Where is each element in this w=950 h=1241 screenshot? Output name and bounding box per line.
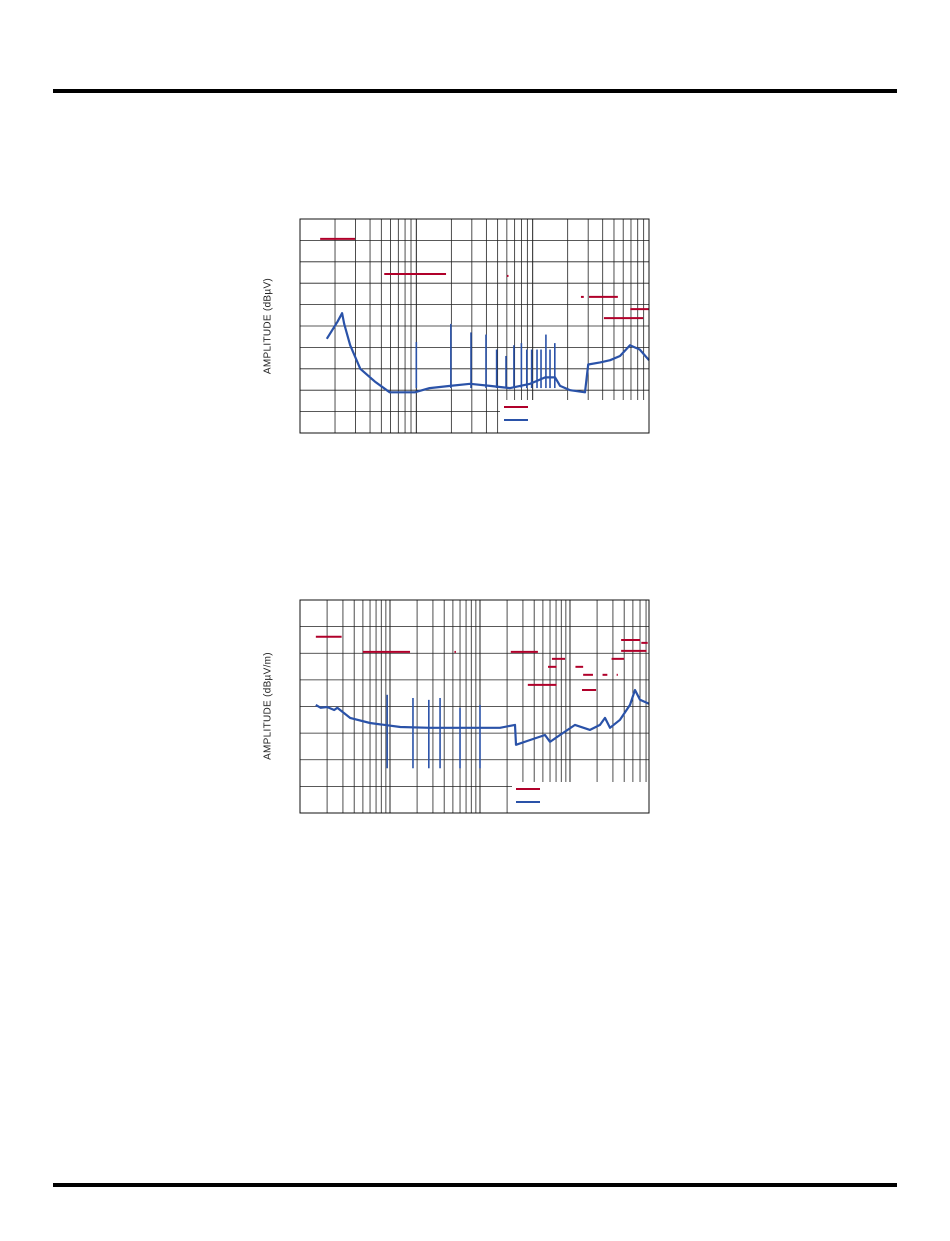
measured-trace (325, 312, 650, 394)
chart2-y-axis-label: AMPLITUDE (dBµV/m) (262, 652, 274, 760)
bottom-rule (53, 1183, 897, 1187)
plot-frame (299, 599, 650, 814)
measured-trace (315, 688, 650, 746)
chart2-emission-plot (299, 599, 650, 814)
legend-box (500, 400, 649, 433)
top-rule (53, 89, 897, 93)
legend-box (512, 782, 649, 813)
chart1-emission-plot (299, 218, 650, 434)
chart1-y-axis-label: AMPLITUDE (dBµV) (262, 277, 274, 375)
plot-frame (299, 218, 650, 434)
